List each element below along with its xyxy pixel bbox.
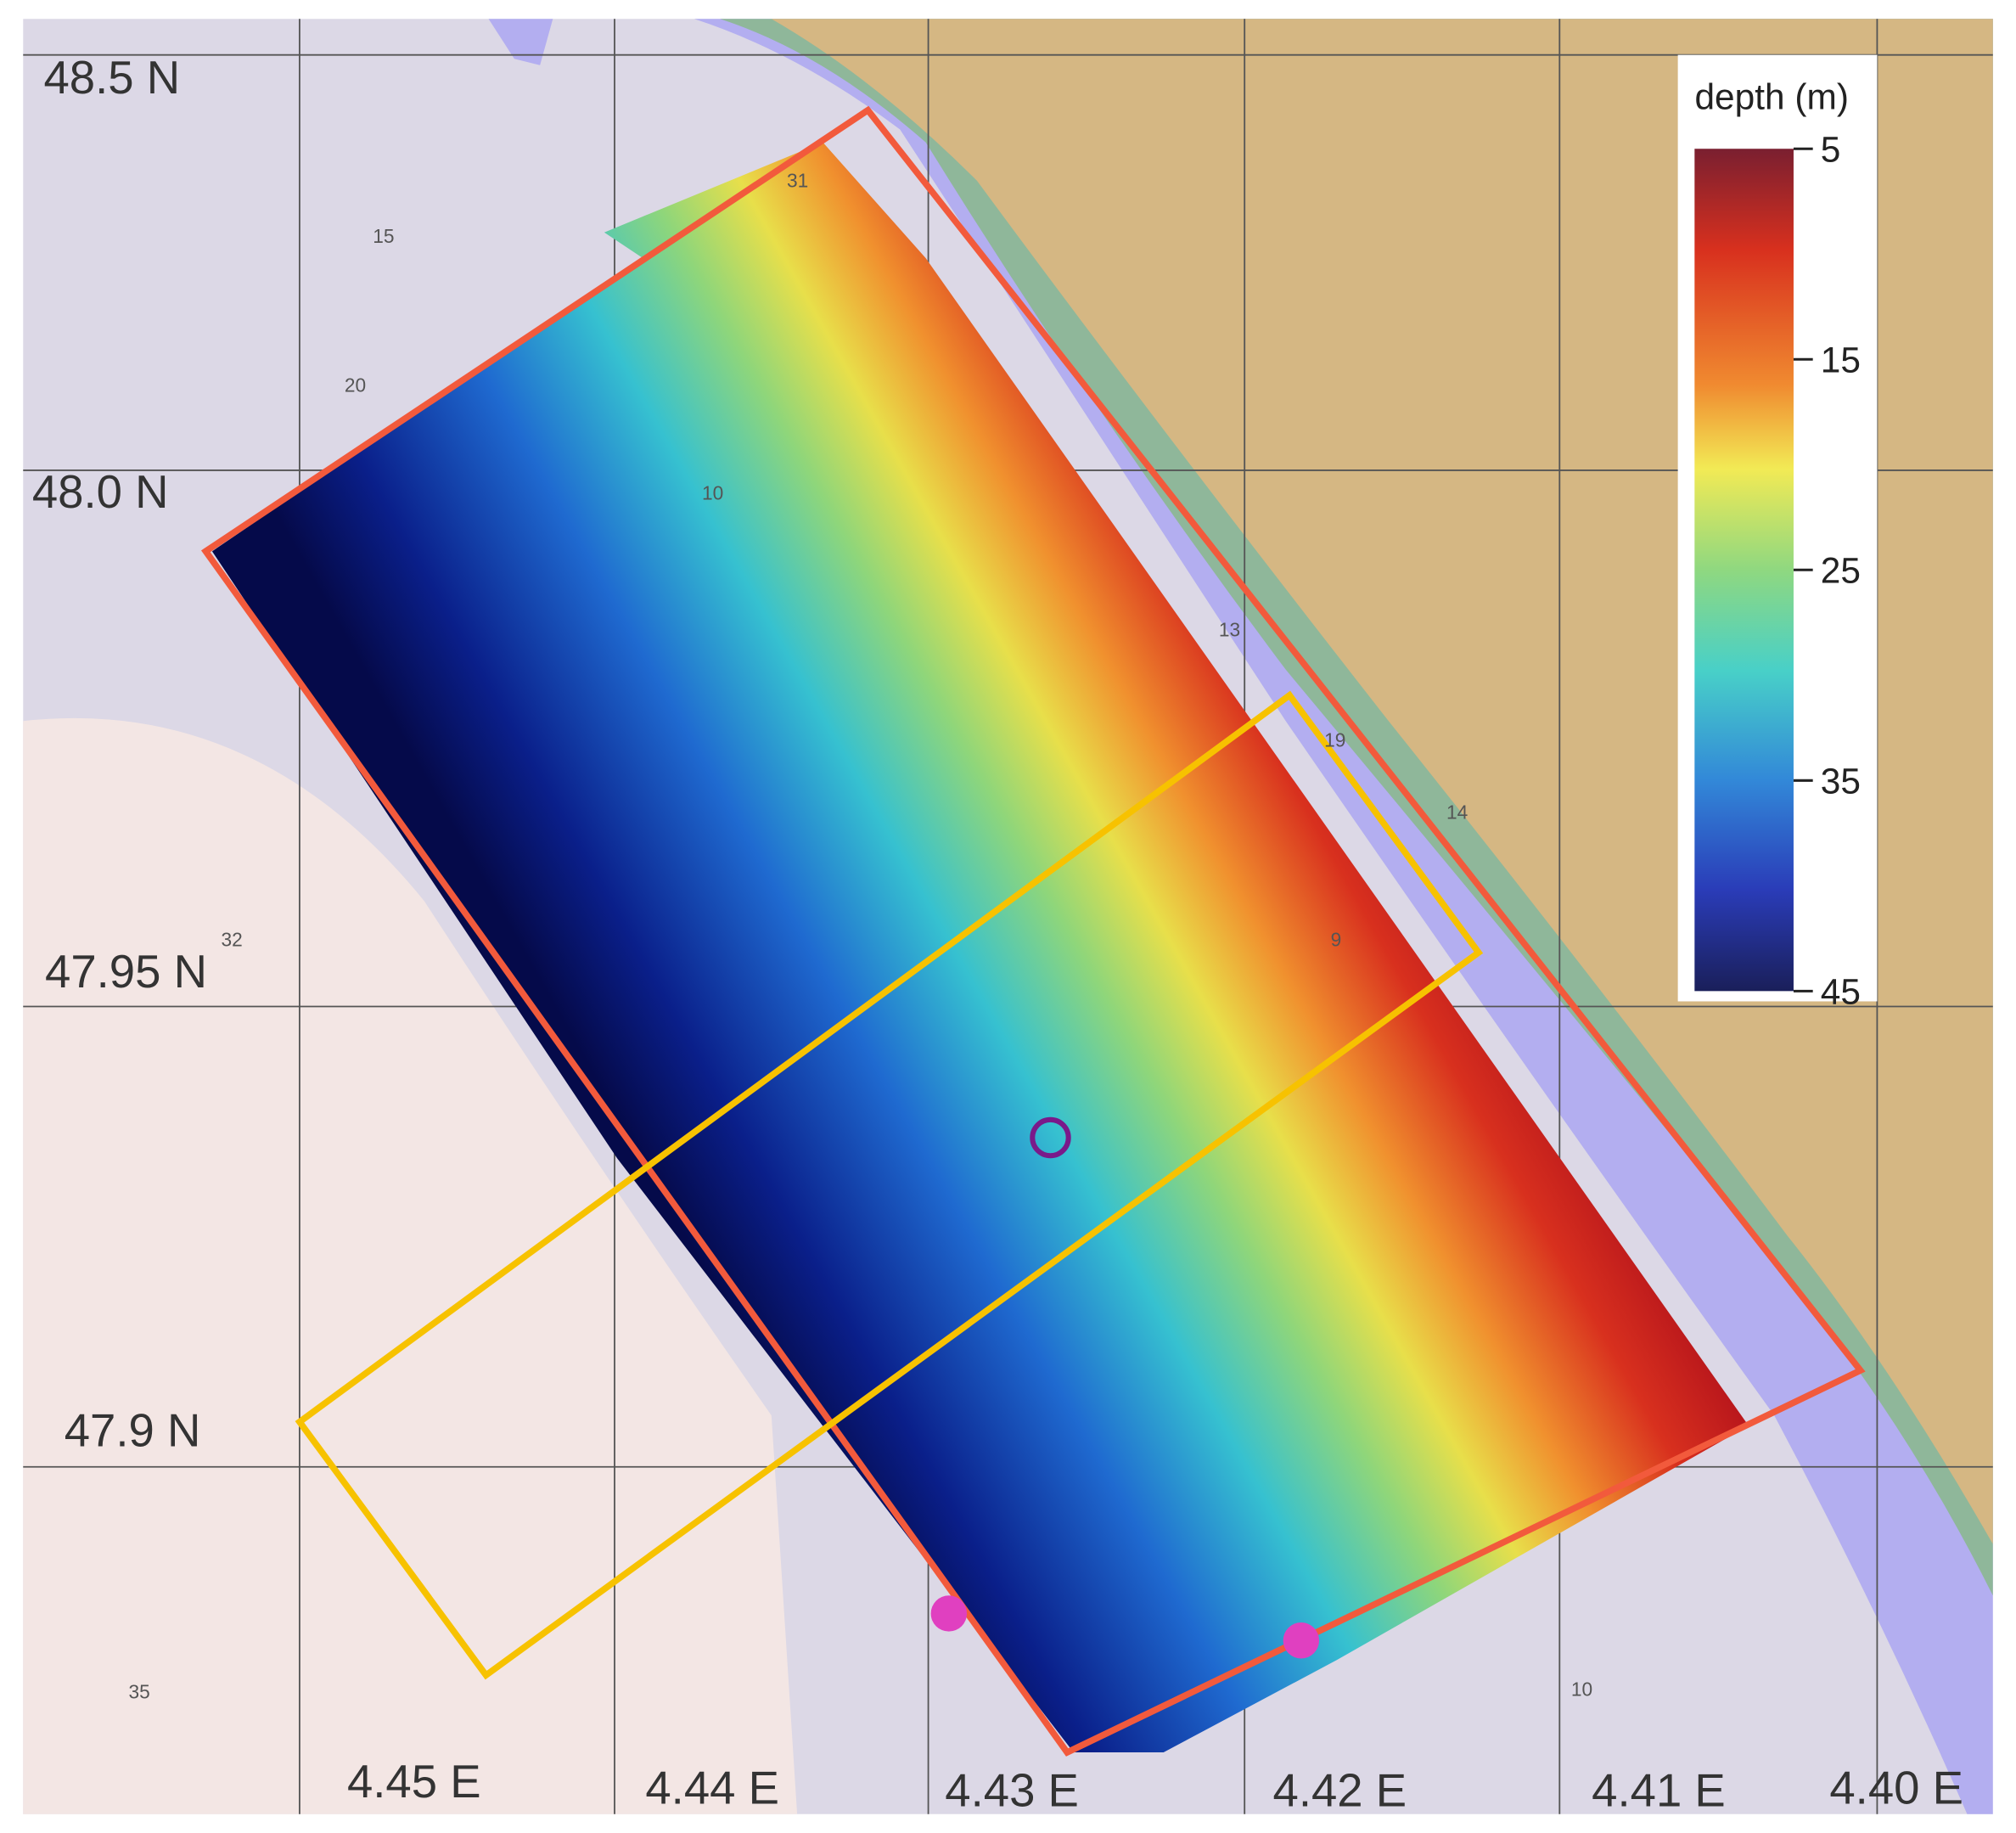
colorbar-title: depth (m) [1694,76,1848,116]
lat-label: 47.9 N [65,1405,201,1457]
sounding: 19 [1324,729,1345,751]
sounding: 35 [128,1680,149,1702]
lon-label: 4.42 E [1273,1765,1407,1817]
marker [1030,1116,1071,1159]
lon-label: 4.45 E [347,1756,481,1808]
colorbar: depth (m) 5 15 25 35 45 [1677,54,1878,1011]
colorbar-tick-label: 25 [1821,550,1861,590]
sounding: 9 [1331,928,1342,950]
sounding: 31 [787,170,808,192]
sounding: 14 [1446,801,1468,823]
sounding: 32 [222,928,243,950]
colorbar-tick-label: 45 [1821,971,1861,1011]
sounding: 10 [702,482,723,504]
soundings: 15 20 10 13 19 14 9 31 32 35 10 [128,170,1592,1703]
colorbar-tick-label: 15 [1821,340,1861,380]
colorbar-tick-label: 35 [1821,761,1861,801]
lon-label: 4.41 E [1592,1765,1726,1817]
lon-label: 4.40 E [1829,1763,1963,1814]
sounding: 15 [373,225,394,247]
sounding: 13 [1219,618,1240,640]
coordinate-labels: 48.5 N 48.0 N 47.95 N 47.9 N 4.45 E 4.44 E 4.4… [32,52,1963,1817]
marker [1283,1622,1320,1659]
lat-label: 48.5 N [43,52,180,104]
survey-area [200,105,1866,1757]
lon-label: 4.43 E [945,1765,1079,1817]
bathymetry [211,142,1749,1753]
marker [930,1595,968,1632]
colorbar-tick-label: 5 [1821,129,1841,169]
sounding: 10 [1571,1678,1592,1700]
sub-area [295,690,1484,1680]
sounding: 20 [345,374,366,396]
lat-label: 47.95 N [45,946,207,998]
lon-label: 4.44 E [645,1763,779,1814]
lat-label: 48.0 N [32,466,169,518]
